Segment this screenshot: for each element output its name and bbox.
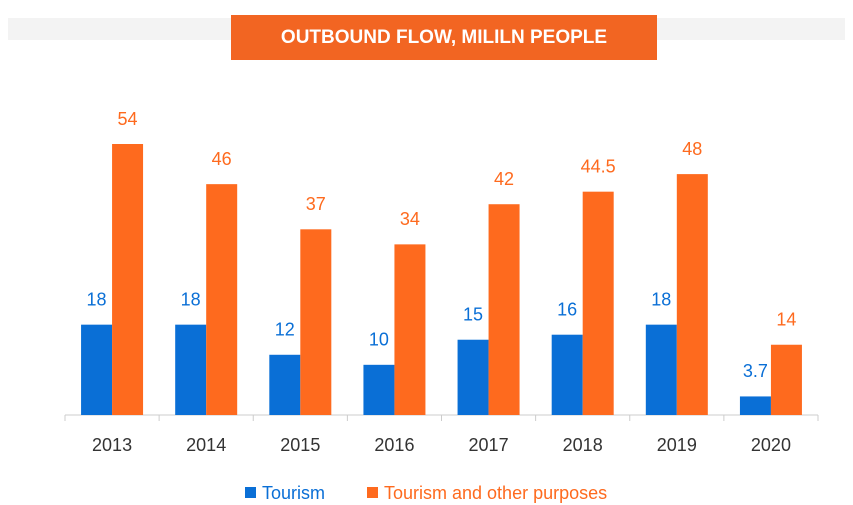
x-tick-label: 2016: [374, 435, 414, 455]
bar: [175, 324, 207, 415]
value-label: 3.7: [743, 361, 768, 381]
value-label: 34: [400, 209, 420, 229]
x-tick-label: 2018: [563, 435, 603, 455]
legend-label: Tourism and other purposes: [384, 483, 607, 503]
bar: [81, 324, 113, 415]
value-label: 18: [651, 289, 671, 309]
legend-swatch: [367, 487, 378, 498]
chart-title: OUTBOUND FLOW, MILILN PEOPLE: [281, 27, 607, 48]
bar: [363, 364, 395, 415]
bar: [739, 396, 771, 415]
bar: [488, 204, 520, 415]
bar: [112, 144, 144, 415]
x-tick-label: 2013: [92, 435, 132, 455]
x-tick-label: 2015: [280, 435, 320, 455]
x-tick-label: 2019: [657, 435, 697, 455]
bar: [457, 339, 489, 415]
legend-swatch: [245, 487, 256, 498]
value-label: 18: [181, 289, 201, 309]
x-tick-label: 2020: [751, 435, 791, 455]
value-label: 44.5: [581, 156, 616, 176]
value-label: 46: [212, 149, 232, 169]
bar: [582, 191, 614, 415]
bar: [551, 334, 583, 415]
bar: [269, 354, 301, 415]
x-tick-label: 2017: [469, 435, 509, 455]
value-label: 37: [306, 194, 326, 214]
legend-label: Tourism: [262, 483, 325, 503]
bar: [645, 324, 677, 415]
bar: [300, 229, 332, 415]
x-tick-label: 2014: [186, 435, 226, 455]
value-label: 18: [87, 289, 107, 309]
value-label: 10: [369, 330, 389, 350]
value-label: 54: [118, 109, 138, 129]
value-label: 16: [557, 299, 577, 319]
value-label: 12: [275, 320, 295, 340]
title-box: [231, 15, 657, 60]
value-label: 48: [682, 139, 702, 159]
bar: [676, 174, 708, 415]
value-label: 15: [463, 304, 483, 324]
bar: [394, 244, 426, 415]
bar: [770, 344, 802, 415]
bar: [206, 184, 238, 415]
value-label: 42: [494, 169, 514, 189]
value-label: 14: [776, 309, 796, 329]
